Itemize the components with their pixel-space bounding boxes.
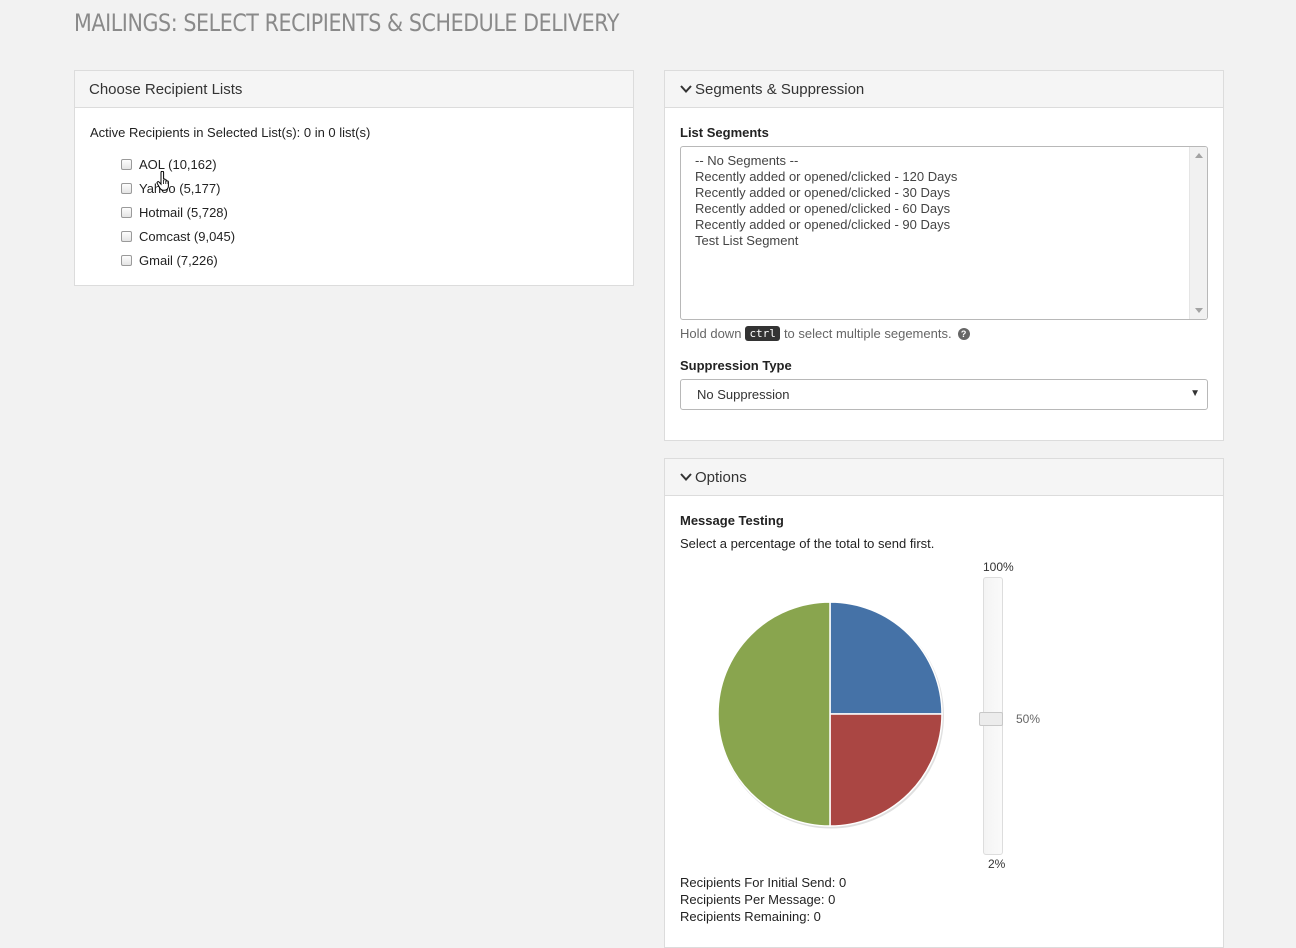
- slider-min-label: 2%: [988, 857, 1006, 871]
- slider-max-label: 100%: [983, 560, 1014, 574]
- segments-heading-toggle[interactable]: Segments & Suppression: [665, 71, 1223, 108]
- help-suffix: to select multiple segements.: [783, 326, 952, 341]
- slider-value-label: 50%: [1016, 711, 1041, 726]
- segment-option[interactable]: Recently added or opened/clicked - 90 Da…: [695, 217, 951, 232]
- test-percentage-pie-chart: [717, 601, 944, 829]
- remaining-stat: Recipients Remaining: 0: [680, 909, 821, 924]
- segment-option[interactable]: Recently added or opened/clicked - 120 D…: [695, 169, 958, 184]
- initial-send-stat: Recipients For Initial Send: 0: [680, 875, 847, 890]
- options-panel: Options Message Testing Select a percent…: [664, 458, 1224, 948]
- scroll-up-arrow-icon[interactable]: [1195, 153, 1203, 158]
- segments-help-text: Hold down ctrl to select multiple segeme…: [680, 326, 970, 341]
- list-item[interactable]: AOL (10,162): [121, 152, 235, 176]
- chevron-down-icon: [679, 82, 693, 96]
- list-label[interactable]: Gmail (7,226): [139, 252, 218, 268]
- scroll-down-arrow-icon[interactable]: [1195, 308, 1203, 313]
- ctrl-key-badge: ctrl: [745, 326, 780, 341]
- segments-suppression-panel: Segments & Suppression List Segments -- …: [664, 70, 1224, 441]
- list-label[interactable]: AOL (10,162): [139, 156, 217, 172]
- percentage-slider-handle[interactable]: [979, 711, 1003, 726]
- list-segments-label: List Segments: [680, 125, 769, 140]
- list-checkbox-yahoo[interactable]: [121, 182, 132, 194]
- per-message-stat: Recipients Per Message: 0: [680, 892, 836, 907]
- pie-slice-green: [717, 601, 831, 827]
- list-item[interactable]: Yahoo (5,177): [121, 176, 235, 200]
- segment-option[interactable]: Recently added or opened/clicked - 60 Da…: [695, 201, 951, 216]
- options-heading-toggle[interactable]: Options: [665, 459, 1223, 496]
- options-heading-label: Options: [695, 468, 747, 486]
- suppression-type-select[interactable]: No Suppression ▼: [680, 379, 1208, 410]
- list-item[interactable]: Hotmail (5,728): [121, 200, 235, 224]
- chevron-down-icon: [679, 470, 693, 484]
- list-item[interactable]: Comcast (9,045): [121, 224, 235, 248]
- list-item[interactable]: Gmail (7,226): [121, 248, 235, 272]
- hand-cursor-icon: [156, 171, 169, 191]
- page-title: MAILINGS: SELECT RECIPIENTS & SCHEDULE D…: [74, 9, 620, 37]
- recipient-list-checkboxes: AOL (10,162) Yahoo (5,177) Hotmail (5,72…: [121, 152, 235, 272]
- pie-slice-red: [829, 713, 943, 827]
- list-label[interactable]: Comcast (9,045): [139, 228, 236, 244]
- segments-scrollbar[interactable]: [1189, 147, 1207, 319]
- message-testing-hint: Select a percentage of the total to send…: [680, 536, 935, 551]
- suppression-type-label: Suppression Type: [680, 358, 792, 373]
- suppression-type-value: No Suppression: [697, 387, 790, 402]
- list-label[interactable]: Yahoo (5,177): [139, 180, 221, 196]
- list-checkbox-gmail[interactable]: [121, 254, 132, 266]
- list-checkbox-hotmail[interactable]: [121, 206, 132, 218]
- list-checkbox-comcast[interactable]: [121, 230, 132, 242]
- message-testing-label: Message Testing: [680, 513, 784, 528]
- segment-option[interactable]: Recently added or opened/clicked - 30 Da…: [695, 185, 951, 200]
- segment-option[interactable]: -- No Segments --: [695, 153, 799, 168]
- recipient-lists-panel: Choose Recipient Lists Active Recipients…: [74, 70, 634, 286]
- segments-heading-label: Segments & Suppression: [695, 80, 865, 98]
- list-segments-multiselect[interactable]: -- No Segments -- Recently added or open…: [680, 146, 1208, 320]
- active-recipients-summary: Active Recipients in Selected List(s): 0…: [90, 125, 371, 140]
- question-circle-icon[interactable]: ?: [957, 327, 970, 340]
- list-checkbox-aol[interactable]: [121, 158, 132, 170]
- caret-down-icon: ▼: [1190, 388, 1200, 399]
- segment-option[interactable]: Test List Segment: [695, 233, 799, 248]
- list-label[interactable]: Hotmail (5,728): [139, 204, 228, 220]
- recipient-lists-heading: Choose Recipient Lists: [75, 71, 633, 108]
- pie-slice-blue: [829, 601, 943, 715]
- help-prefix: Hold down: [680, 326, 742, 341]
